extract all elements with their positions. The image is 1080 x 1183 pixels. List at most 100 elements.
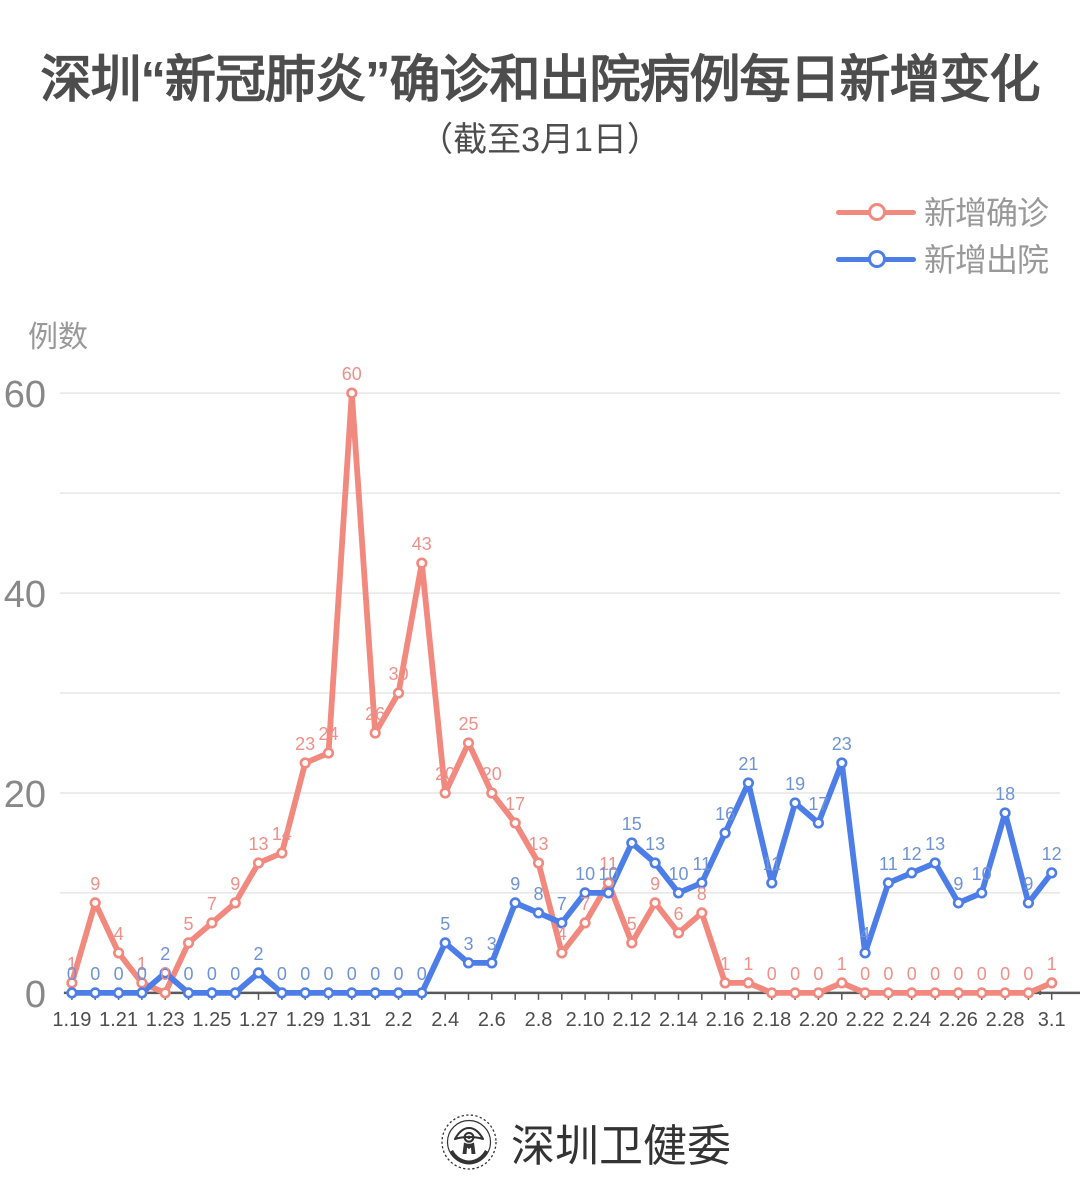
svg-text:9: 9 [230, 874, 240, 894]
svg-text:2.24: 2.24 [892, 1009, 931, 1031]
svg-text:15: 15 [622, 814, 642, 834]
svg-text:2: 2 [160, 944, 170, 964]
svg-text:4: 4 [557, 924, 567, 944]
svg-text:9: 9 [650, 874, 660, 894]
svg-text:2: 2 [253, 944, 263, 964]
svg-text:9: 9 [953, 874, 963, 894]
svg-text:0: 0 [393, 964, 403, 984]
svg-text:0: 0 [114, 964, 124, 984]
svg-text:24: 24 [318, 724, 338, 744]
svg-text:2.10: 2.10 [566, 1009, 605, 1031]
svg-text:10: 10 [598, 864, 618, 884]
svg-text:6: 6 [673, 904, 683, 924]
svg-text:1: 1 [720, 954, 730, 974]
svg-text:2.18: 2.18 [752, 1009, 791, 1031]
svg-text:0: 0 [860, 964, 870, 984]
svg-text:26: 26 [365, 704, 385, 724]
svg-text:40: 40 [4, 574, 46, 616]
svg-text:60: 60 [4, 374, 46, 416]
svg-text:0: 0 [160, 964, 170, 984]
svg-text:2.14: 2.14 [659, 1009, 698, 1031]
svg-text:1.23: 1.23 [146, 1009, 185, 1031]
svg-text:13: 13 [528, 834, 548, 854]
svg-text:30: 30 [388, 664, 408, 684]
svg-text:2.26: 2.26 [939, 1009, 978, 1031]
svg-text:0: 0 [790, 964, 800, 984]
svg-text:2.6: 2.6 [478, 1009, 506, 1031]
svg-text:20: 20 [435, 764, 455, 784]
svg-text:1: 1 [837, 954, 847, 974]
svg-text:0: 0 [907, 964, 917, 984]
svg-text:0: 0 [347, 964, 357, 984]
svg-text:0: 0 [417, 964, 427, 984]
svg-text:8: 8 [697, 884, 707, 904]
svg-text:2.16: 2.16 [706, 1009, 745, 1031]
svg-text:0: 0 [1000, 964, 1010, 984]
svg-text:20: 20 [4, 774, 46, 816]
svg-text:10: 10 [972, 864, 992, 884]
svg-text:16: 16 [715, 804, 735, 824]
svg-text:0: 0 [930, 964, 940, 984]
svg-text:2.2: 2.2 [385, 1009, 413, 1031]
svg-text:18: 18 [995, 784, 1015, 804]
svg-text:8: 8 [533, 884, 543, 904]
svg-text:23: 23 [295, 734, 315, 754]
svg-text:1.31: 1.31 [332, 1009, 371, 1031]
svg-text:0: 0 [137, 964, 147, 984]
svg-text:1.19: 1.19 [52, 1009, 91, 1031]
svg-text:11: 11 [879, 854, 898, 874]
svg-text:14: 14 [272, 824, 292, 844]
svg-text:21: 21 [738, 754, 758, 774]
svg-text:1: 1 [1047, 954, 1057, 974]
svg-text:0: 0 [813, 964, 823, 984]
svg-text:7: 7 [580, 894, 590, 914]
svg-text:0: 0 [370, 964, 380, 984]
svg-text:0: 0 [300, 964, 310, 984]
svg-text:2.28: 2.28 [986, 1009, 1025, 1031]
svg-text:11: 11 [692, 854, 711, 874]
svg-text:1.27: 1.27 [239, 1009, 278, 1031]
svg-text:10: 10 [668, 864, 688, 884]
svg-text:13: 13 [248, 834, 268, 854]
svg-text:0: 0 [953, 964, 963, 984]
svg-text:0: 0 [883, 964, 893, 984]
svg-text:0: 0 [323, 964, 333, 984]
svg-text:2.20: 2.20 [799, 1009, 838, 1031]
svg-text:0: 0 [277, 964, 287, 984]
svg-text:5: 5 [627, 914, 637, 934]
svg-text:0: 0 [90, 964, 100, 984]
svg-text:12: 12 [1042, 844, 1062, 864]
svg-text:0: 0 [207, 964, 217, 984]
svg-text:12: 12 [902, 844, 922, 864]
svg-text:60: 60 [342, 364, 362, 384]
svg-text:1: 1 [743, 954, 753, 974]
svg-text:2.12: 2.12 [612, 1009, 651, 1031]
svg-text:2.8: 2.8 [525, 1009, 553, 1031]
svg-text:11: 11 [762, 854, 781, 874]
svg-text:43: 43 [412, 534, 432, 554]
svg-text:0: 0 [183, 964, 193, 984]
svg-text:5: 5 [183, 914, 193, 934]
svg-text:1.29: 1.29 [286, 1009, 325, 1031]
svg-text:0: 0 [767, 964, 777, 984]
svg-text:0: 0 [1023, 964, 1033, 984]
svg-text:4: 4 [114, 924, 124, 944]
svg-text:3: 3 [463, 934, 473, 954]
svg-text:9: 9 [1023, 874, 1033, 894]
svg-text:17: 17 [808, 794, 828, 814]
svg-text:3.1: 3.1 [1038, 1009, 1066, 1031]
svg-text:23: 23 [832, 734, 852, 754]
svg-text:7: 7 [207, 894, 217, 914]
svg-text:20: 20 [482, 764, 502, 784]
svg-text:0: 0 [25, 974, 46, 1016]
svg-text:17: 17 [505, 794, 525, 814]
svg-text:1.25: 1.25 [192, 1009, 231, 1031]
svg-text:5: 5 [440, 914, 450, 934]
svg-text:2.22: 2.22 [846, 1009, 885, 1031]
svg-text:13: 13 [925, 834, 945, 854]
svg-text:0: 0 [230, 964, 240, 984]
svg-text:10: 10 [575, 864, 595, 884]
svg-text:0: 0 [977, 964, 987, 984]
svg-text:25: 25 [458, 714, 478, 734]
svg-text:3: 3 [487, 934, 497, 954]
